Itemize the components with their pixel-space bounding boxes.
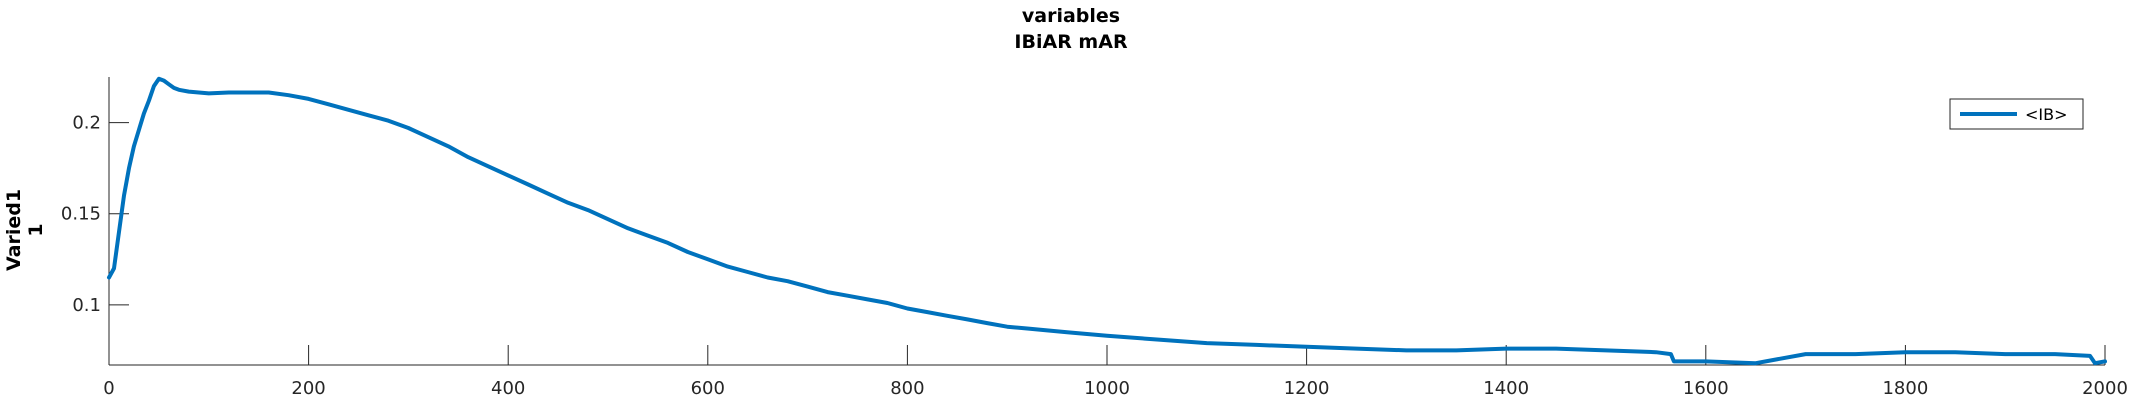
x-tick-label: 200	[291, 378, 325, 399]
plot-axes: 0 200 400 600 800 1000 1200 1400 1600 1800 2000 0.1…	[61, 77, 2128, 399]
x-tick-label: 2000	[2082, 378, 2128, 399]
x-tick-label: 600	[691, 378, 725, 399]
x-tick-label: 800	[890, 378, 924, 399]
x-tick-label: 1000	[1084, 378, 1130, 399]
legend: <IB>	[1949, 98, 2084, 130]
x-tick-label: 1400	[1483, 378, 1529, 399]
x-tick-label: 1800	[1882, 378, 1928, 399]
x-tick-label: 1600	[1683, 378, 1729, 399]
y-axis-label-line2: 1	[25, 223, 47, 236]
y-tick-label: 0.2	[72, 113, 101, 134]
legend-label-ib: <IB>	[2025, 105, 2068, 124]
x-tick-label: 400	[491, 378, 525, 399]
series-layer	[107, 76, 2107, 366]
y-tick-label: 0.15	[61, 204, 101, 225]
x-tick-label: 1200	[1284, 378, 1330, 399]
series-line-0	[107, 76, 2107, 366]
chart-subtitle: IBiAR mAR	[1014, 31, 1128, 53]
x-tick-label: 0	[103, 378, 114, 399]
y-tick-label: 0.1	[72, 295, 101, 316]
chart-title: variables	[1022, 5, 1120, 27]
y-axis-label: Varied1	[3, 189, 25, 271]
